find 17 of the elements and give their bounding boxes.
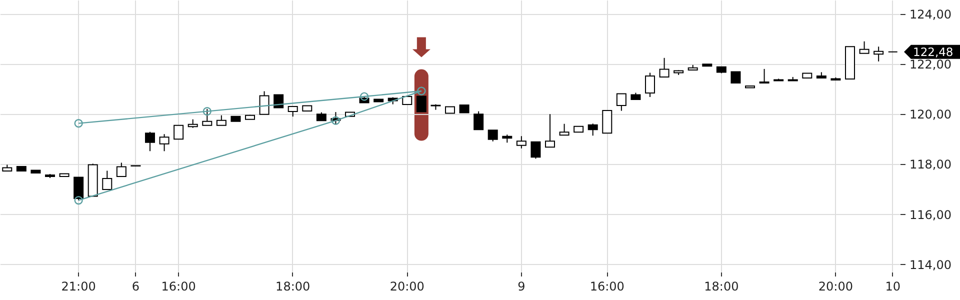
x-tick-label: 20:00 (390, 280, 424, 294)
x-tick-label: 10 (885, 280, 900, 294)
x-tick-label: 18:00 (704, 280, 739, 294)
y-tick-label: 114,00 (910, 258, 952, 272)
text: 122,48 (913, 44, 954, 59)
x-tick-label: 20:00 (818, 280, 854, 294)
y-tick-label: 120,00 (910, 108, 952, 122)
y-tick-label: 122,00 (910, 57, 952, 72)
x-tick-label: 9 (518, 280, 526, 294)
x-tick-label: 21:00 (61, 280, 96, 294)
x-tick-label: 16:00 (590, 280, 624, 294)
x-tick-label: 6 (132, 280, 140, 294)
x-tick-label: 18:00 (276, 280, 310, 294)
y-tick-label: 116,00 (910, 208, 952, 222)
y-tick-label: 124,00 (910, 7, 952, 22)
x-tick-label: 16:00 (161, 280, 196, 294)
y-tick-label: 118,00 (910, 158, 952, 172)
